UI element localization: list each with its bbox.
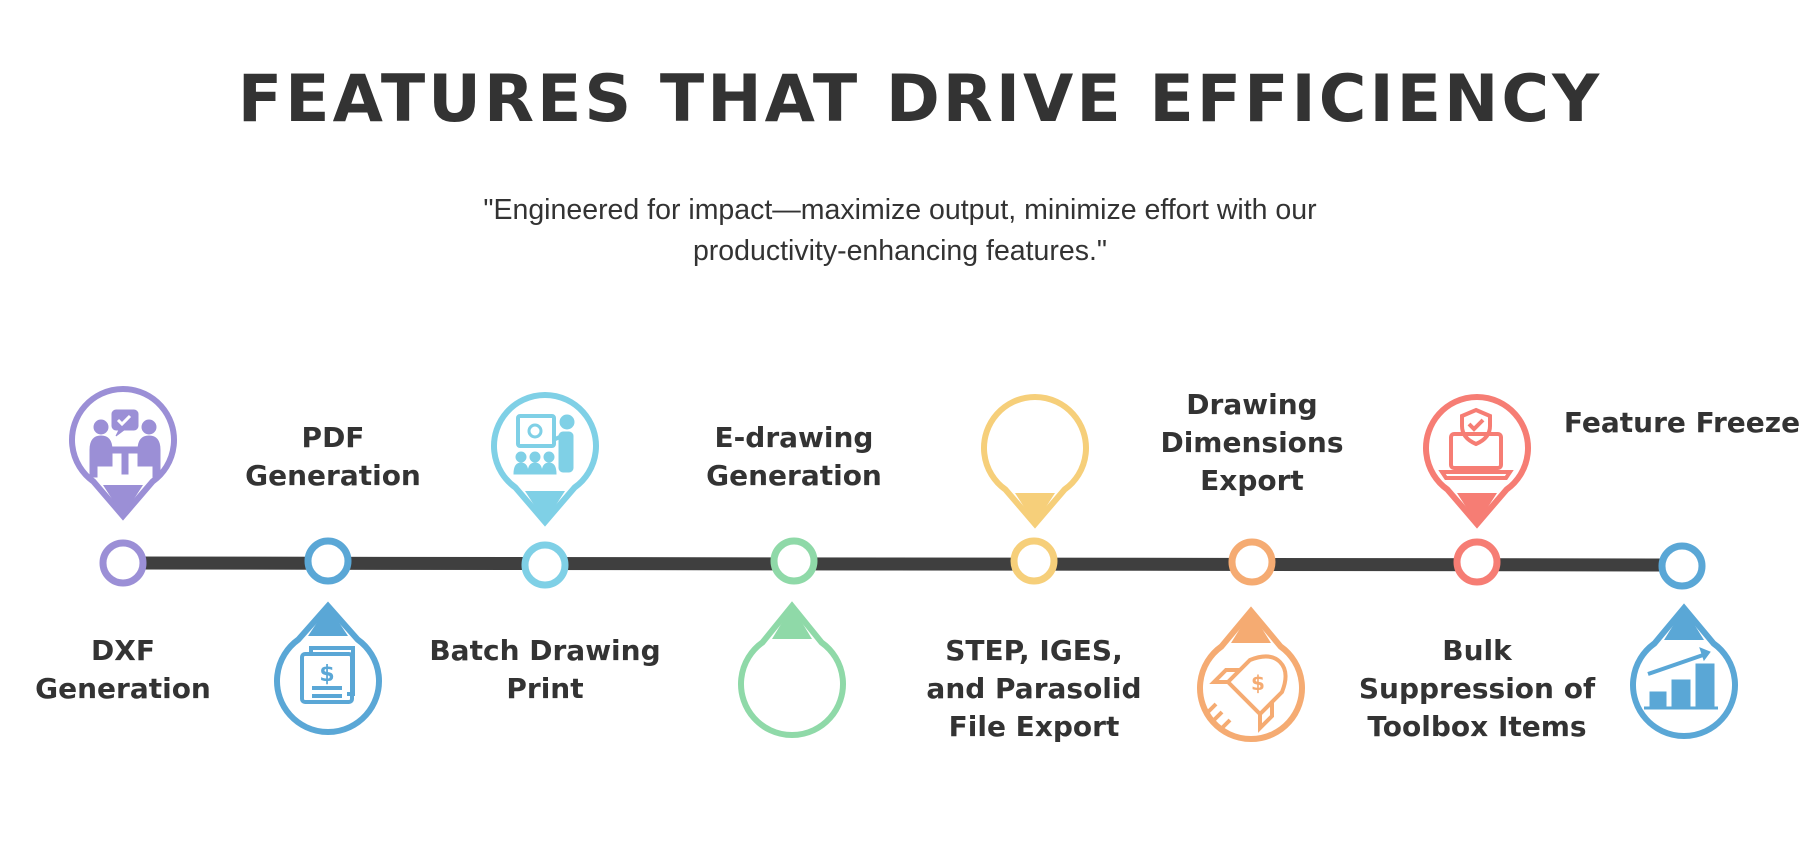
milestone-batch-drawing-print bbox=[491, 391, 599, 589]
pin-tip bbox=[103, 485, 143, 516]
timeline-node bbox=[1658, 542, 1706, 590]
invoice-document-icon: $ bbox=[300, 646, 355, 704]
timeline-node bbox=[99, 539, 147, 587]
timeline-node bbox=[1228, 538, 1276, 586]
feature-label-bulk-suppression: Bulk Suppression of Toolbox Items bbox=[1358, 634, 1596, 743]
feature-label-drawing-dimensions-export: Drawing Dimensions Export bbox=[1160, 388, 1344, 497]
team-meeting-icon bbox=[89, 409, 161, 478]
timeline-node bbox=[770, 537, 818, 585]
milestone-feature-freeze bbox=[1630, 542, 1738, 740]
pin-tip bbox=[1231, 611, 1271, 643]
timeline-node bbox=[304, 537, 352, 585]
feature-label-feature-freeze: Feature Freeze bbox=[1563, 406, 1801, 439]
pin-marker bbox=[1197, 606, 1305, 743]
feature-label-batch-drawing-print: Batch Drawing Print bbox=[429, 634, 661, 705]
milestone-step-iges-parasolid-export bbox=[981, 393, 1089, 585]
subtitle-line-1: "Engineered for impact—maximize output, … bbox=[483, 194, 1317, 226]
page-title: FEATURES THAT DRIVE EFFICIENCY bbox=[237, 62, 1603, 137]
feature-label-dxf-generation: DXF Generation bbox=[35, 634, 211, 705]
subtitle-line-2: productivity-enhancing features." bbox=[692, 235, 1108, 267]
pin-tip bbox=[1015, 493, 1055, 524]
timeline-line bbox=[121, 556, 1686, 572]
milestone-bulk-suppression bbox=[1423, 393, 1531, 586]
pin-tip bbox=[1664, 608, 1704, 640]
feature-label-step-iges-parasolid: STEP, IGES, and Parasolid File Export bbox=[926, 634, 1142, 743]
pin-tip bbox=[308, 606, 348, 636]
feature-label-e-drawing-generation: E-drawing Generation bbox=[706, 421, 882, 492]
milestone-pdf-generation: $ bbox=[274, 537, 382, 736]
feature-label-pdf-generation: PDF Generation bbox=[245, 421, 421, 492]
page-subtitle: "Engineered for impact—maximize output, … bbox=[400, 190, 1400, 272]
pin-tip bbox=[772, 606, 812, 639]
pin-tip bbox=[525, 491, 565, 522]
pin-marker bbox=[981, 393, 1089, 529]
milestone-drawing-dimensions-export: $ bbox=[1197, 538, 1305, 743]
growth-chart-icon bbox=[1644, 647, 1718, 710]
rocket-dollar-icon: $ bbox=[1204, 654, 1288, 733]
timeline-node bbox=[1453, 538, 1501, 586]
svg-text:$: $ bbox=[319, 662, 334, 687]
pin-marker bbox=[1423, 393, 1531, 529]
svg-text:$: $ bbox=[1251, 671, 1265, 695]
timeline-node bbox=[521, 541, 569, 589]
milestone-e-drawing-generation bbox=[738, 537, 846, 739]
presentation-icon bbox=[513, 414, 575, 475]
timeline-node bbox=[1010, 537, 1058, 585]
pin-tip bbox=[1457, 493, 1497, 524]
laptop-shield-icon bbox=[1438, 407, 1514, 480]
pin-marker bbox=[738, 601, 846, 739]
milestone-dxf-generation bbox=[69, 385, 177, 587]
